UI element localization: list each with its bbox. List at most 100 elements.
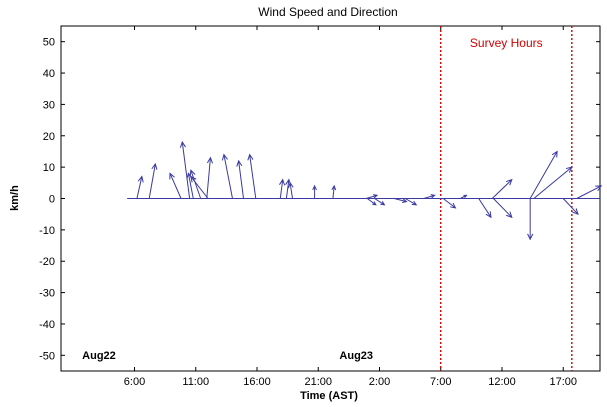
wind-vector-head bbox=[527, 233, 534, 241]
wind-vector-shaft bbox=[423, 194, 435, 199]
wind-vector-head bbox=[287, 181, 294, 189]
wind-vector-shaft bbox=[562, 198, 579, 215]
wind-vector bbox=[179, 140, 191, 199]
wind-vector-shaft bbox=[206, 157, 211, 199]
wind-vector bbox=[312, 184, 317, 199]
y-tick-label: -30 bbox=[39, 288, 55, 300]
y-tick-label: 30 bbox=[43, 99, 55, 111]
wind-vector-shaft bbox=[249, 154, 257, 199]
wind-vector bbox=[331, 184, 337, 199]
wind-vector bbox=[404, 198, 418, 206]
wind-vector-head bbox=[565, 166, 573, 173]
x-axis: 6:00 11:00 16:00 21:00 2:00 7:00 12:00 17:00 bbox=[124, 26, 577, 388]
wind-vector bbox=[460, 194, 468, 199]
wind-vector bbox=[236, 159, 245, 199]
wind-vector-shaft bbox=[332, 185, 335, 199]
wind-vector-head bbox=[430, 194, 436, 199]
wind-vector bbox=[562, 198, 579, 216]
wind-vector bbox=[366, 198, 377, 206]
wind-vector-head bbox=[551, 150, 558, 158]
wind-vector-shaft bbox=[533, 166, 573, 199]
x-axis-label: Time (AST) bbox=[300, 390, 358, 402]
wind-vector bbox=[576, 185, 603, 199]
wind-vector bbox=[169, 172, 182, 199]
x-tick-label: 16:00 bbox=[243, 376, 271, 388]
x-tick-label: 12:00 bbox=[488, 376, 516, 388]
x-tick-label: 2:00 bbox=[369, 376, 390, 388]
wind-vector-shaft bbox=[238, 160, 245, 199]
wind-vector-head bbox=[572, 208, 579, 216]
day-labels: Aug22 Aug23 bbox=[82, 350, 373, 362]
wind-vector-shaft bbox=[394, 198, 407, 203]
wind-vector-head bbox=[402, 198, 408, 204]
wind-vector-shaft bbox=[529, 151, 558, 199]
wind-vector-shaft bbox=[478, 198, 492, 218]
wind-vector-head bbox=[380, 201, 386, 206]
y-tick-label: 40 bbox=[43, 68, 55, 80]
wind-vectors bbox=[136, 140, 603, 241]
survey-hours-label: Survey Hours bbox=[470, 36, 543, 50]
wind-vector-shaft bbox=[279, 179, 284, 199]
wind-vector-head bbox=[221, 153, 228, 161]
wind-vector-shaft bbox=[491, 179, 513, 199]
x-tick-label: 17:00 bbox=[549, 376, 577, 388]
wind-vector bbox=[493, 198, 513, 219]
wind-vector-head bbox=[463, 194, 468, 199]
y-tick-label: 50 bbox=[43, 37, 55, 49]
y-tick-label: -40 bbox=[39, 319, 55, 331]
wind-vector-head bbox=[169, 172, 175, 180]
wind-vector-head bbox=[236, 159, 243, 167]
wind-vector bbox=[374, 198, 386, 206]
wind-vector bbox=[189, 169, 202, 199]
wind-vector-head bbox=[505, 178, 513, 186]
wind-vector-shaft bbox=[190, 170, 202, 199]
day-label: Aug22 bbox=[82, 350, 116, 362]
wind-vector-head bbox=[190, 175, 197, 183]
x-tick-label: 7:00 bbox=[430, 376, 451, 388]
wind-vector-shaft bbox=[374, 198, 385, 206]
wind-vector bbox=[423, 194, 436, 199]
wind-vector-shaft bbox=[190, 176, 209, 199]
wind-vector bbox=[247, 153, 257, 199]
wind-vector-head bbox=[206, 156, 214, 164]
y-tick-label: 20 bbox=[43, 131, 55, 143]
wind-vector bbox=[527, 198, 534, 241]
wind-vector-shaft bbox=[187, 173, 194, 199]
wind-vector-head bbox=[505, 211, 513, 219]
wind-vector-shaft bbox=[136, 176, 143, 199]
wind-vector-head bbox=[372, 201, 377, 206]
wind-vector bbox=[442, 198, 457, 209]
wind-vector-shaft bbox=[365, 194, 378, 199]
wind-vector bbox=[136, 175, 144, 199]
wind-vector-head bbox=[151, 162, 158, 170]
wind-vector-head bbox=[411, 200, 418, 206]
wind-vector bbox=[287, 181, 294, 199]
wind-vector-shaft bbox=[223, 154, 233, 199]
wind-vector bbox=[365, 194, 379, 199]
wind-vector-head bbox=[312, 184, 317, 191]
wind-vector bbox=[206, 156, 214, 199]
wind-vector-head bbox=[189, 169, 196, 177]
wind-vector-shaft bbox=[404, 198, 417, 206]
wind-vector-shaft bbox=[285, 179, 290, 199]
wind-vector-shaft bbox=[493, 198, 513, 218]
y-tick-label: -50 bbox=[39, 350, 55, 362]
wind-vector bbox=[190, 175, 209, 199]
wind-vector bbox=[529, 150, 558, 199]
y-tick-label: -10 bbox=[39, 225, 55, 237]
wind-vector bbox=[533, 166, 573, 199]
x-tick-label: 6:00 bbox=[124, 376, 145, 388]
chart-title: Wind Speed and Direction bbox=[258, 5, 397, 19]
y-tick-label: 0 bbox=[49, 194, 55, 206]
wind-vector-head bbox=[279, 178, 286, 186]
y-axis: -50 -40 -30 -20 -10 0 10 20 30 40 50 bbox=[39, 37, 600, 362]
wind-vector-head bbox=[485, 211, 492, 219]
day-label: Aug23 bbox=[339, 350, 373, 362]
wind-vector-head bbox=[373, 194, 379, 199]
wind-vector-shaft bbox=[289, 182, 294, 199]
y-tick-label: 10 bbox=[43, 162, 55, 174]
wind-vector bbox=[279, 178, 286, 199]
wind-vector bbox=[491, 178, 513, 199]
wind-vector-shaft bbox=[148, 163, 156, 199]
